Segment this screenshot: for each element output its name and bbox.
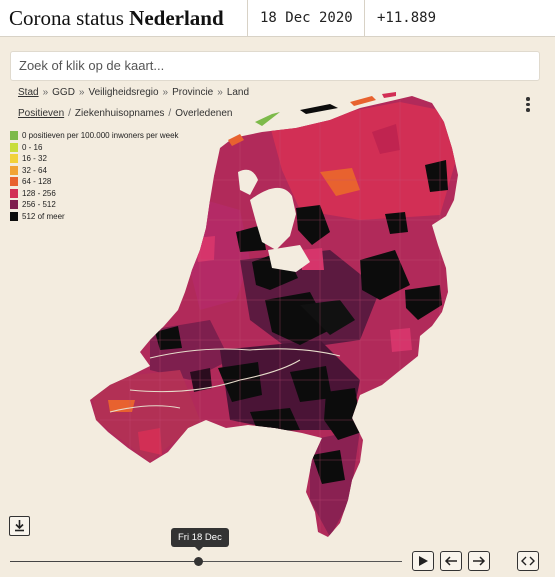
tab-sep: /: [68, 108, 71, 119]
legend-swatch: [10, 211, 18, 221]
crumb-sep: »: [42, 87, 49, 98]
crumb-city[interactable]: Stad: [18, 87, 39, 98]
legend-swatch: [10, 131, 18, 141]
legend-item: 64 - 128: [10, 176, 179, 188]
breadcrumb: Stad» GGD» Veiligheidsregio» Provincie» Land: [18, 87, 249, 98]
crumb-sep: »: [78, 87, 85, 98]
legend-item: 32 - 64: [10, 165, 179, 177]
legend-label: 256 - 512: [22, 200, 56, 210]
tab-sep: /: [168, 108, 172, 119]
case-count-value: +11.889: [377, 10, 437, 26]
arrow-left-icon: [444, 556, 457, 566]
case-count: +11.889: [364, 0, 555, 36]
legend-item: 128 - 256: [10, 188, 179, 200]
legend-swatch: [10, 188, 18, 198]
previous-button[interactable]: [440, 551, 462, 571]
legend-label: 0 positieven per 100.000 inwoners per we…: [22, 131, 179, 141]
legend-label: 32 - 64: [22, 165, 47, 175]
legend-swatch: [10, 177, 18, 187]
search-input[interactable]: Zoek of klik op de kaart...: [10, 51, 540, 81]
arrow-right-icon: [473, 556, 486, 566]
play-icon: [419, 556, 428, 566]
date-tooltip-label: Fri 18 Dec: [178, 532, 222, 543]
timeline-progress: [10, 561, 199, 562]
legend-item: 256 - 512: [10, 199, 179, 211]
download-icon: [15, 520, 24, 532]
crumb-sep: »: [162, 87, 169, 98]
legend-label: 512 of meer: [22, 211, 65, 221]
title-bold: Nederland: [129, 6, 224, 30]
crumb-sep: »: [217, 87, 223, 98]
crumb-country[interactable]: Land: [226, 87, 250, 98]
title-plain: Corona status: [9, 6, 124, 30]
embed-button[interactable]: [517, 551, 539, 571]
legend-label: 64 - 128: [22, 177, 52, 187]
legend-item: 16 - 32: [10, 153, 179, 165]
search-placeholder: Zoek of klik op de kaart...: [19, 58, 165, 73]
tab-deaths[interactable]: Overledenen: [175, 108, 233, 119]
crumb-ggd[interactable]: GGD: [52, 87, 75, 98]
legend-swatch: [10, 142, 18, 152]
date-display: 18 Dec 2020: [247, 0, 365, 36]
metric-tabs: Positieven / Ziekenhuisopnames / Overledenen: [18, 108, 232, 119]
page-title: Corona status Nederland: [9, 6, 224, 31]
next-button[interactable]: [468, 551, 490, 571]
legend-swatch: [10, 154, 18, 164]
legend-label: 16 - 32: [22, 154, 47, 164]
timeline-handle[interactable]: [193, 557, 203, 566]
date-value: 18 Dec 2020: [260, 10, 353, 26]
legend-swatch: [10, 165, 18, 175]
crumb-province[interactable]: Provincie: [172, 87, 214, 98]
map-legend: 0 positieven per 100.000 inwoners per we…: [10, 130, 179, 222]
legend-label: 128 - 256: [22, 188, 56, 198]
tab-hospital[interactable]: Ziekenhuisopnames: [74, 108, 165, 119]
timeline-track[interactable]: [10, 561, 402, 562]
legend-swatch: [10, 200, 18, 210]
code-icon: [521, 556, 535, 566]
legend-label: 0 - 16: [22, 142, 43, 152]
header-bar: Corona status Nederland 18 Dec 2020 +11.…: [0, 0, 555, 37]
legend-item: 512 of meer: [10, 211, 179, 223]
date-tooltip: Fri 18 Dec: [171, 528, 229, 551]
legend-item: 0 positieven per 100.000 inwoners per we…: [10, 130, 179, 142]
crumb-safety-region[interactable]: Veiligheidsregio: [88, 87, 159, 98]
kebab-menu-icon[interactable]: [524, 97, 532, 113]
play-button[interactable]: [412, 551, 434, 571]
download-button[interactable]: [9, 516, 30, 536]
tab-positives[interactable]: Positieven: [18, 108, 65, 119]
legend-item: 0 - 16: [10, 142, 179, 154]
